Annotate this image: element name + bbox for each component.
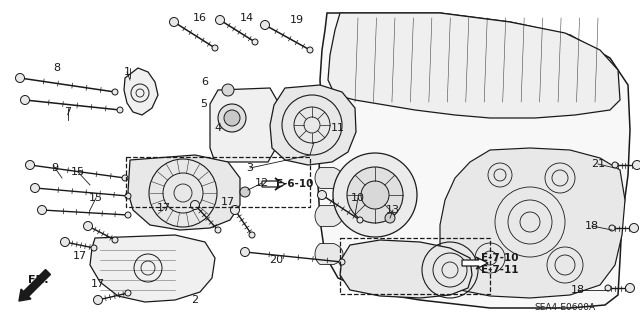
Circle shape: [112, 237, 118, 243]
Polygon shape: [315, 244, 343, 264]
Circle shape: [31, 183, 40, 192]
Circle shape: [385, 213, 395, 223]
Circle shape: [347, 167, 403, 223]
Text: 3: 3: [246, 163, 253, 173]
Text: 17: 17: [157, 203, 171, 213]
Circle shape: [20, 95, 29, 105]
Circle shape: [222, 84, 234, 96]
Polygon shape: [440, 148, 625, 298]
Polygon shape: [210, 88, 278, 162]
Circle shape: [361, 181, 389, 209]
Text: 1: 1: [124, 67, 131, 77]
Text: 18: 18: [585, 221, 599, 231]
Text: 7: 7: [65, 107, 72, 117]
Text: 5: 5: [200, 99, 207, 109]
Circle shape: [83, 221, 93, 231]
Circle shape: [170, 18, 179, 26]
Polygon shape: [318, 13, 630, 308]
Text: 13: 13: [386, 205, 400, 215]
Polygon shape: [124, 68, 158, 115]
Text: 14: 14: [240, 13, 254, 23]
Circle shape: [339, 259, 345, 265]
Text: 11: 11: [331, 123, 345, 133]
Polygon shape: [128, 155, 240, 230]
Circle shape: [612, 162, 618, 168]
Text: E-7-10: E-7-10: [481, 253, 519, 263]
Text: 19: 19: [290, 15, 304, 25]
Text: 17: 17: [91, 279, 105, 289]
Bar: [126, 157, 310, 207]
Text: 6: 6: [202, 77, 209, 87]
Circle shape: [224, 110, 240, 126]
Text: 12: 12: [255, 178, 269, 188]
Text: 15: 15: [89, 193, 103, 203]
Circle shape: [215, 227, 221, 233]
Circle shape: [249, 232, 255, 238]
Circle shape: [333, 153, 417, 237]
Text: 15: 15: [71, 167, 85, 177]
Text: 17: 17: [73, 251, 87, 261]
Circle shape: [38, 205, 47, 214]
Text: 20: 20: [269, 255, 283, 265]
Polygon shape: [328, 13, 620, 118]
Text: 17: 17: [221, 197, 235, 207]
Text: E-7-11: E-7-11: [481, 265, 519, 275]
Polygon shape: [462, 257, 488, 269]
Polygon shape: [315, 206, 343, 226]
Circle shape: [609, 225, 615, 231]
Circle shape: [125, 290, 131, 296]
Text: 18: 18: [571, 285, 585, 295]
Circle shape: [317, 190, 326, 199]
Text: 4: 4: [214, 123, 221, 133]
Circle shape: [61, 238, 70, 247]
Text: 2: 2: [191, 295, 198, 305]
Circle shape: [630, 224, 639, 233]
Circle shape: [212, 45, 218, 51]
Circle shape: [241, 248, 250, 256]
Polygon shape: [270, 85, 356, 165]
Text: 9: 9: [51, 163, 59, 173]
Polygon shape: [340, 240, 472, 298]
Circle shape: [125, 212, 131, 218]
Circle shape: [191, 201, 200, 210]
Polygon shape: [90, 235, 215, 302]
Circle shape: [632, 160, 640, 169]
Circle shape: [117, 107, 123, 113]
FancyArrow shape: [19, 270, 51, 301]
Text: FR.: FR.: [28, 275, 48, 285]
Text: E-6-10: E-6-10: [276, 179, 314, 189]
Polygon shape: [315, 167, 343, 189]
Polygon shape: [315, 130, 343, 150]
Text: 16: 16: [193, 13, 207, 23]
Circle shape: [230, 205, 239, 214]
Circle shape: [91, 245, 97, 251]
Text: 21: 21: [591, 159, 605, 169]
Bar: [340, 238, 490, 294]
Circle shape: [15, 73, 24, 83]
Text: SEA4-E0600A: SEA4-E0600A: [534, 303, 596, 313]
Circle shape: [605, 285, 611, 291]
Circle shape: [112, 89, 118, 95]
Circle shape: [125, 193, 131, 199]
Polygon shape: [262, 178, 285, 190]
Circle shape: [26, 160, 35, 169]
Circle shape: [93, 295, 102, 305]
Text: 8: 8: [53, 63, 61, 73]
Circle shape: [218, 104, 246, 132]
Circle shape: [357, 217, 363, 223]
Circle shape: [625, 284, 634, 293]
Circle shape: [252, 39, 258, 45]
Circle shape: [216, 16, 225, 25]
Circle shape: [307, 47, 313, 53]
Circle shape: [240, 187, 250, 197]
Circle shape: [260, 20, 269, 29]
Text: 10: 10: [351, 193, 365, 203]
Circle shape: [122, 175, 128, 181]
